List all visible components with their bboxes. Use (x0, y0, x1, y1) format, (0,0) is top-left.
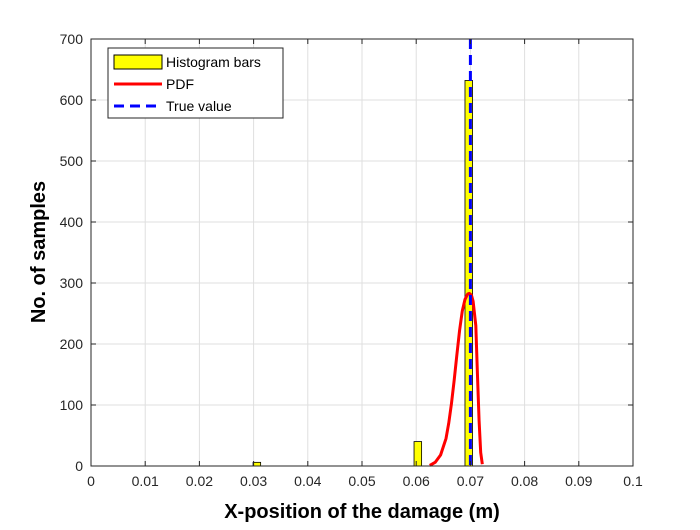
legend-label-true-value: True value (166, 98, 232, 114)
y-tick-label: 200 (60, 336, 84, 352)
x-tick-label: 0.01 (132, 473, 159, 489)
y-tick-label: 600 (60, 92, 84, 108)
y-tick-label: 700 (60, 31, 84, 47)
legend-label-histogram: Histogram bars (166, 54, 261, 70)
x-tick-label: 0.03 (240, 473, 267, 489)
series-lines (429, 39, 484, 467)
legend-swatch-histogram (113, 54, 163, 70)
x-tick-label: 0.05 (348, 473, 375, 489)
legend-label-pdf: PDF (166, 76, 194, 92)
legend: Histogram bars PDF True value (107, 47, 284, 119)
y-tick-label: 100 (60, 397, 84, 413)
y-tick-label: 0 (75, 458, 83, 474)
histogram-bar (413, 441, 423, 467)
y-axis-title: No. of samples (28, 181, 50, 323)
x-tick-label: 0 (87, 473, 95, 489)
x-tick-label: 0.06 (403, 473, 430, 489)
x-axis-title: X-position of the damage (m) (224, 501, 500, 523)
pdf-curve (429, 291, 484, 467)
x-tick-label: 0.1 (623, 473, 643, 489)
y-tick-label: 400 (60, 214, 84, 230)
x-tick-label: 0.07 (457, 473, 484, 489)
x-tick-label: 0.02 (186, 473, 213, 489)
x-tick-label: 0.08 (511, 473, 538, 489)
y-tick-label: 500 (60, 153, 84, 169)
x-tick-label: 0.09 (565, 473, 592, 489)
x-tick-label: 0.04 (294, 473, 321, 489)
axis-tick-labels: 0 0.01 0.02 0.03 0.04 0.05 0.06 0.07 0.08 0.09 0.1… (60, 31, 643, 489)
y-tick-label: 300 (60, 275, 84, 291)
histogram-bar (252, 461, 262, 467)
axis-ticks (90, 38, 634, 467)
